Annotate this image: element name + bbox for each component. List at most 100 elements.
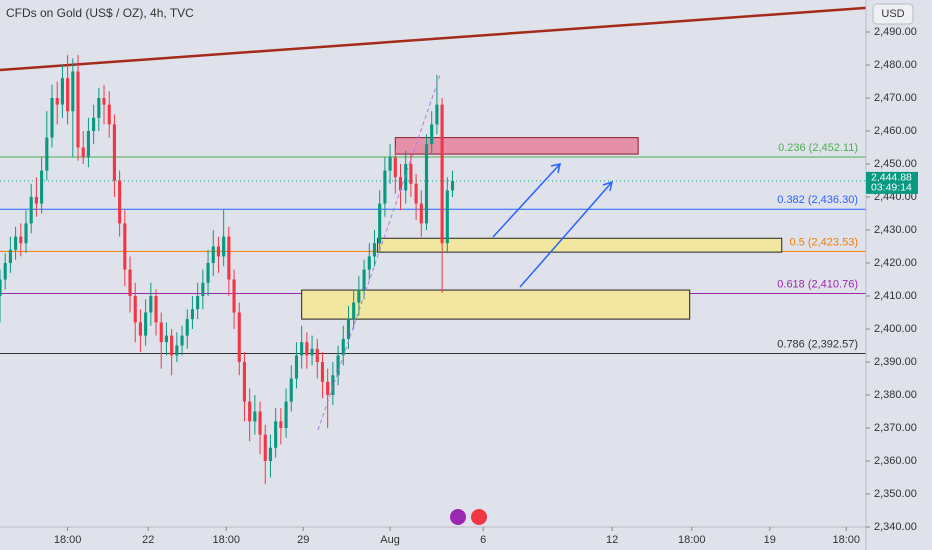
fib-label: 0.382 (2,436.30): [777, 194, 858, 206]
candle-body: [144, 312, 148, 336]
candle-body: [440, 104, 444, 244]
candle-body: [60, 78, 64, 105]
x-tick-label: 29: [297, 534, 309, 546]
candle-body: [112, 124, 116, 181]
candle-body: [336, 355, 340, 376]
candle-body: [320, 362, 325, 382]
event-icon[interactable]: [471, 509, 487, 525]
y-tick-label: 2,360.00: [874, 455, 917, 467]
plot-area: [0, 6, 867, 485]
y-tick-label: 2,440.00: [874, 191, 917, 203]
trend-line: [0, 6, 867, 72]
candle-body: [315, 348, 319, 362]
y-tick-label: 2,380.00: [874, 389, 917, 401]
candle-body: [378, 203, 382, 244]
zone: [377, 237, 783, 253]
candle-body: [107, 104, 111, 125]
candle-body: [8, 249, 12, 263]
candle-body: [86, 131, 90, 158]
candle-body: [19, 236, 23, 244]
candle-body: [0, 279, 2, 296]
candle-body: [346, 319, 351, 339]
candle-body: [222, 236, 226, 257]
candle-body: [232, 279, 236, 313]
candle-body: [92, 117, 96, 131]
candle-body: [393, 157, 397, 178]
candle-body: [154, 296, 158, 323]
candle-body: [274, 421, 278, 448]
candle-body: [248, 401, 252, 422]
currency-button[interactable]: [872, 3, 914, 25]
y-tick-label: 2,480.00: [874, 59, 917, 71]
candle-body: [201, 282, 205, 296]
candle-body: [216, 246, 221, 257]
candle-body: [14, 236, 18, 250]
candle-body: [310, 348, 314, 356]
candle-body: [409, 164, 413, 184]
candle-body: [341, 338, 345, 356]
candle-body: [424, 144, 429, 224]
candle-body: [45, 137, 49, 171]
candle-body: [190, 309, 195, 320]
candle-body: [300, 342, 304, 356]
chart-title: CFDs on Gold (US$ / OZ), 4h, TVC: [6, 6, 194, 20]
fib-label: 0.786 (2,392.57): [777, 338, 858, 350]
candle-body: [279, 421, 283, 428]
candle-body: [128, 269, 132, 296]
candle-body: [383, 170, 387, 204]
y-tick-label: 2,470.00: [874, 92, 917, 104]
x-tick-label: 18:00: [832, 534, 860, 546]
candle-body: [24, 223, 28, 244]
candle-body: [435, 104, 439, 125]
candle-body: [50, 98, 54, 138]
y-tick-label: 2,370.00: [874, 422, 917, 434]
x-tick-label: 18:00: [678, 534, 706, 546]
candle-body: [76, 71, 80, 148]
fib-label: 0.618 (2,410.76): [777, 278, 858, 290]
candle-body: [331, 375, 335, 395]
candle-body: [71, 71, 75, 112]
fib-label: 0.236 (2,452.11): [778, 142, 858, 154]
x-tick-label: 22: [142, 534, 154, 546]
countdown-label: 03:49:14: [871, 182, 912, 194]
candle-body: [66, 78, 70, 112]
y-tick-label: 2,460.00: [874, 125, 917, 137]
y-tick-label: 2,410.00: [874, 290, 917, 302]
candle-body: [34, 197, 38, 204]
candle-body: [97, 98, 101, 118]
zone: [394, 137, 639, 155]
x-tick-label: 12: [606, 534, 618, 546]
y-tick-label: 2,350.00: [874, 488, 917, 500]
candle-body: [263, 434, 267, 461]
candle-body: [159, 322, 163, 343]
candle-body: [196, 296, 200, 310]
candle-body: [289, 378, 293, 402]
event-icon[interactable]: [450, 509, 466, 525]
candle-body: [164, 335, 168, 343]
candle-body: [404, 164, 408, 191]
candle-body: [445, 190, 449, 244]
y-tick-label: 2,400.00: [874, 323, 917, 335]
candle-body: [133, 296, 137, 323]
x-tick-label: 19: [764, 534, 776, 546]
projection-arrow: [519, 180, 614, 288]
y-tick-label: 2,430.00: [874, 224, 917, 236]
candle-body: [170, 335, 174, 356]
candle-body: [40, 170, 44, 204]
candle-body: [242, 362, 247, 402]
candle-body: [450, 180, 455, 191]
candle-body: [237, 312, 241, 362]
candle-body: [430, 124, 434, 145]
candle-body: [102, 98, 106, 105]
candle-body: [398, 177, 403, 191]
candle-body: [138, 322, 142, 336]
y-tick-label: 2,340.00: [874, 521, 917, 533]
candle-body: [357, 289, 361, 303]
candle-body: [29, 197, 33, 224]
candle-body: [206, 263, 210, 283]
candle-body: [81, 147, 85, 158]
candle-body: [185, 319, 189, 336]
candle-body: [3, 263, 7, 280]
